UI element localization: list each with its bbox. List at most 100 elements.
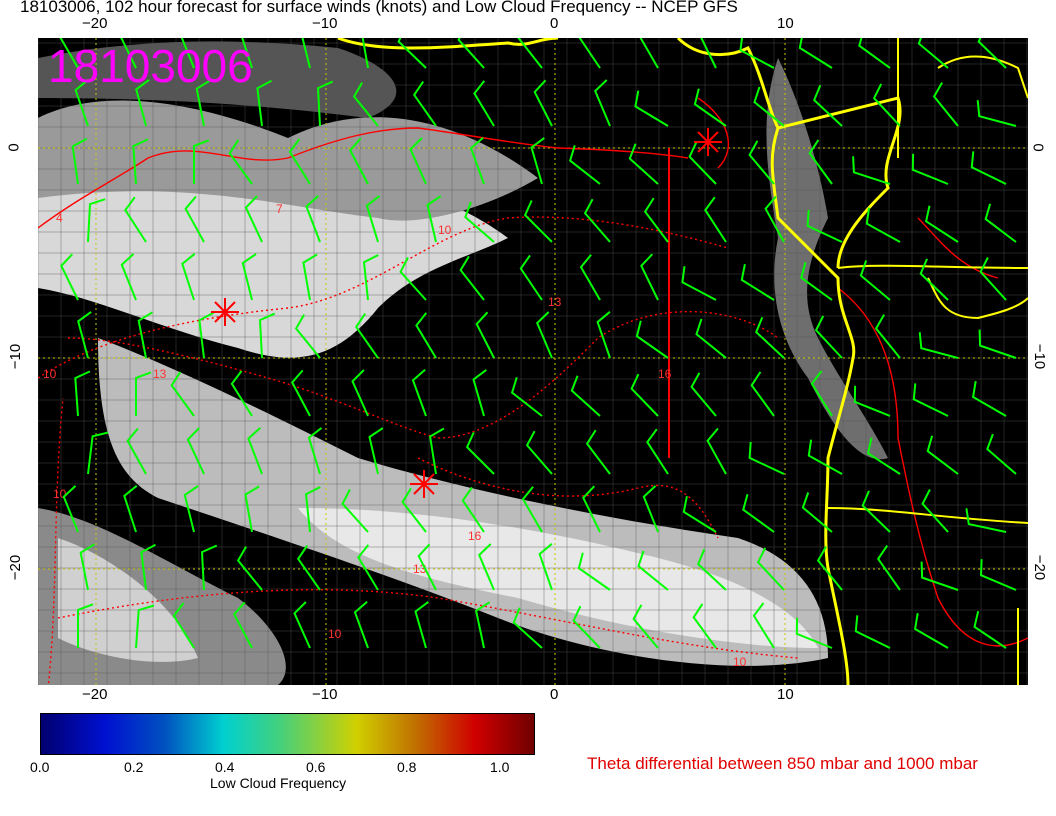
- wind-barb-icon: [807, 439, 843, 475]
- wind-barb-icon: [417, 543, 437, 591]
- wind-barb-icon: [351, 369, 369, 417]
- wind-barb-icon: [305, 195, 321, 243]
- wind-barb-icon: [920, 561, 959, 591]
- wind-barb-icon: [628, 143, 659, 185]
- wind-barb-icon: [198, 311, 214, 359]
- colorbar-tick: 0.8: [397, 759, 417, 775]
- wind-barb-icon: [307, 427, 323, 475]
- wind-barb-icon: [912, 383, 949, 417]
- lon-tick-bottom: 0: [550, 686, 559, 703]
- wind-barb-icon: [530, 137, 545, 185]
- wind-barb-icon: [123, 485, 138, 533]
- wind-barb-icon: [241, 38, 253, 69]
- colorbar-label: Low Cloud Frequency: [210, 775, 347, 791]
- wind-barb-icon: [304, 486, 321, 533]
- wind-barb-icon: [806, 209, 843, 243]
- contour-label: 10: [733, 655, 747, 669]
- wind-barb-icon: [585, 429, 611, 475]
- wind-barb-icon: [970, 151, 1007, 185]
- wind-barb-icon: [976, 100, 1017, 127]
- wind-barb-icon: [79, 543, 95, 591]
- wind-barb-icon: [874, 314, 901, 359]
- contour-label: 13: [153, 367, 167, 381]
- wind-barb-icon: [748, 140, 775, 185]
- wind-barb-icon: [461, 486, 485, 533]
- wind-barb-icon: [180, 38, 195, 69]
- colorbar: [40, 713, 535, 755]
- map-panel: 4 7 10 10 13 13 16 16 10 10 13 10 181030…: [38, 38, 1028, 685]
- wind-barb-icon: [979, 257, 1007, 301]
- wind-barb-icon: [640, 253, 659, 301]
- wind-barb-icon: [247, 427, 263, 475]
- wind-barb-icon: [578, 38, 601, 69]
- wind-barb-icon: [695, 318, 727, 359]
- contour-label: 16: [658, 367, 672, 381]
- wind-barb-icon: [921, 489, 949, 533]
- wind-barb-icon: [62, 485, 79, 533]
- wind-barb-icon: [301, 38, 311, 69]
- wind-barb-icon: [77, 603, 94, 648]
- contour-label: 16: [468, 529, 482, 543]
- wind-barb-icon: [353, 601, 369, 649]
- wind-barb-icon: [354, 313, 379, 359]
- wind-barb-icon: [181, 253, 196, 301]
- wind-barb-icon: [195, 79, 211, 127]
- wind-barb-icon: [632, 604, 659, 649]
- wind-barb-icon: [464, 201, 495, 243]
- wind-barb-icon: [577, 552, 611, 591]
- wind-barb-icon: [186, 427, 205, 475]
- wind-barb-icon: [365, 195, 381, 243]
- wind-barb-icon: [706, 427, 727, 475]
- wind-barb-icon: [409, 137, 427, 185]
- wind-barb-icon: [244, 195, 263, 243]
- wind-barb-icon: [739, 38, 775, 69]
- wind-barb-icon: [536, 311, 553, 359]
- wind-barb-icon: [810, 370, 833, 417]
- wind-barb-icon: [919, 258, 949, 301]
- wind-barb-icon: [756, 547, 785, 591]
- wind-barb-icon: [646, 428, 669, 475]
- wind-barb-icon: [368, 427, 384, 475]
- colorbar-tick: 0.0: [30, 759, 50, 775]
- wind-barb-icon: [750, 371, 775, 417]
- wind-barb-icon: [872, 83, 901, 127]
- wind-barb-icon: [414, 601, 429, 649]
- wind-barb-icon: [465, 432, 495, 475]
- wind-barb-icon: [924, 205, 959, 243]
- wind-barb-icon: [296, 545, 321, 591]
- wind-barb-icon: [693, 88, 727, 127]
- wind-barb-icon: [137, 311, 153, 359]
- wind-barb-icon: [288, 138, 311, 185]
- wind-barb-icon: [517, 38, 543, 69]
- wind-barb-icon: [469, 137, 485, 185]
- wind-barb-icon: [59, 38, 79, 69]
- wind-barb-icon: [302, 253, 318, 301]
- wind-barb-icon: [429, 427, 445, 475]
- lon-tick-top: −10: [312, 15, 338, 32]
- wind-barb-icon: [596, 311, 611, 359]
- wind-barb-icon: [412, 81, 437, 127]
- contour-label: 13: [548, 295, 562, 309]
- wind-barb-icon: [399, 257, 427, 301]
- lon-tick-bottom: 10: [777, 686, 794, 703]
- contour-label: 10: [438, 223, 452, 237]
- wind-barb-icon: [642, 485, 659, 533]
- wind-barb-icon: [637, 550, 669, 591]
- wind-barb-icon: [521, 486, 543, 533]
- wind-barb-icon: [87, 198, 106, 243]
- wind-barb-icon: [241, 253, 257, 301]
- wind-barb-icon: [236, 546, 263, 591]
- wind-barb-icon: [932, 82, 959, 127]
- wind-barb-icon: [60, 253, 79, 301]
- wind-barb-icon: [643, 197, 669, 243]
- wind-barb-icon: [977, 38, 1007, 69]
- colorbar-tick: 1.0: [490, 759, 510, 775]
- contour-label: 7: [276, 202, 283, 216]
- colorbar-tick: 0.6: [306, 759, 326, 775]
- wind-barb-icon: [579, 254, 601, 301]
- wind-barb-icon: [519, 254, 543, 301]
- wind-barb-icon: [538, 543, 553, 591]
- wind-barb-icon: [582, 485, 601, 533]
- wind-barb-icon: [978, 329, 1017, 359]
- wind-barb-icon: [853, 385, 891, 417]
